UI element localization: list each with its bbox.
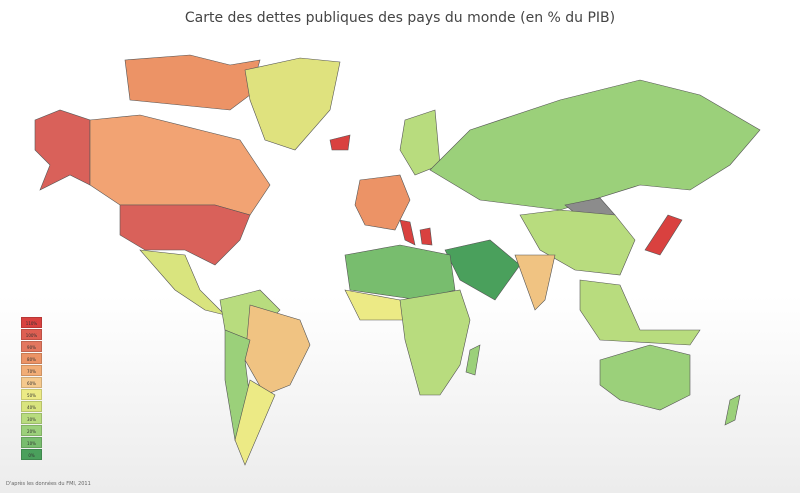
region-italy — [399, 219, 416, 246]
region-canada — [89, 114, 271, 216]
legend-item: 50% — [21, 389, 42, 400]
region-southeast-asia — [579, 279, 701, 346]
region-iceland — [329, 134, 351, 151]
region-brazil — [244, 304, 311, 396]
region-china — [519, 209, 636, 276]
region-greece — [419, 227, 433, 246]
legend-item: 70% — [21, 365, 42, 376]
region-scandinavia — [399, 109, 441, 176]
region-australia — [599, 344, 691, 411]
region-middle-east — [444, 239, 521, 301]
region-alaska — [34, 109, 91, 191]
region-argentina — [234, 379, 276, 466]
region-india — [514, 254, 556, 311]
legend-item: 0% — [21, 449, 42, 460]
region-canada-arctic — [124, 54, 261, 111]
legend-item: 40% — [21, 401, 42, 412]
region-japan — [644, 214, 683, 256]
region-madagascar — [465, 344, 481, 376]
map-legend: 110% 100% 90% 80% 70% 60% 50% 40% 30% 20% 10% 0% — [21, 317, 42, 461]
legend-item: 10% — [21, 437, 42, 448]
legend-item: 90% — [21, 341, 42, 352]
region-north-africa — [344, 244, 456, 301]
legend-item: 100% — [21, 329, 42, 340]
map-title: Carte des dettes publiques des pays du m… — [184, 10, 616, 26]
source-note: D'après les données du FMI, 2011 — [6, 481, 91, 487]
legend-item: 30% — [21, 413, 42, 424]
region-russia — [429, 79, 761, 211]
legend-item: 20% — [21, 425, 42, 436]
region-new-zealand — [724, 394, 741, 426]
region-usa — [119, 204, 251, 266]
region-greenland — [244, 57, 341, 151]
region-central-africa — [399, 289, 471, 396]
legend-item: 110% — [21, 317, 42, 328]
legend-item: 60% — [21, 377, 42, 388]
legend-item: 80% — [21, 353, 42, 364]
region-western-europe — [354, 174, 411, 231]
